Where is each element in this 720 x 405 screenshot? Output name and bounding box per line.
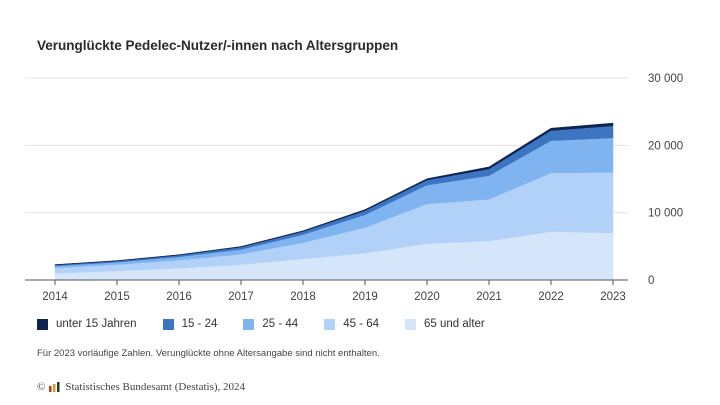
- legend-swatch: [243, 318, 255, 330]
- x-tick-label: 2019: [352, 291, 378, 303]
- legend-swatch: [405, 318, 416, 330]
- x-tick-label: 2016: [166, 291, 192, 303]
- destatis-logo-icon: [49, 382, 60, 392]
- area-series-unter-15-jahren: [54, 122, 614, 266]
- legend-label: unter 15 Jahren: [56, 318, 137, 330]
- axes: 0 10 000 20 000 30 000 2014 2015 2016 2017 2018 2…: [25, 73, 683, 303]
- x-tick-label: 2017: [228, 291, 254, 303]
- x-tick-label: 2018: [290, 291, 316, 303]
- copyright-symbol: ©: [37, 381, 46, 393]
- x-tick-label: 2022: [538, 291, 564, 303]
- x-tick-label: 2020: [414, 291, 440, 303]
- legend-swatch: [324, 318, 336, 330]
- chart-title: Verunglückte Pedelec-Nutzer/-innen nach …: [37, 38, 399, 53]
- source-line: © Statistisches Bundesamt (Destatis), 20…: [37, 381, 245, 393]
- footnote: Für 2023 vorläufige Zahlen. Verunglückte…: [37, 348, 380, 359]
- legend-item: 15 - 24: [162, 318, 218, 330]
- x-tick-label: 2015: [104, 291, 130, 303]
- area-series: [54, 122, 614, 281]
- legend-item: 65 und alter: [405, 318, 485, 330]
- x-tick-label: 2014: [42, 291, 68, 303]
- y-tick-label: 30 000: [648, 73, 683, 85]
- legend-label: 25 - 44: [262, 318, 299, 330]
- legend-item: 25 - 44: [243, 318, 298, 330]
- legend-item: unter 15 Jahren: [37, 318, 137, 330]
- y-tick-label: 10 000: [648, 208, 683, 220]
- legend-label: 45 - 64: [343, 318, 379, 330]
- legend: unter 15 Jahren 15 - 24 25 - 44 45 - 64 65 u…: [37, 318, 511, 330]
- legend-label: 65 und alter: [424, 318, 485, 330]
- x-tick-label: 2023: [600, 291, 626, 303]
- y-tick-label: 0: [648, 275, 654, 287]
- source-text: Statistisches Bundesamt (Destatis), 2024: [65, 381, 246, 393]
- x-tick-label: 2021: [476, 291, 502, 303]
- legend-swatch: [162, 318, 174, 330]
- y-tick-label: 20 000: [648, 140, 683, 152]
- legend-label: 15 - 24: [181, 318, 218, 330]
- legend-item: 45 - 64: [324, 318, 379, 330]
- legend-swatch: [37, 318, 48, 330]
